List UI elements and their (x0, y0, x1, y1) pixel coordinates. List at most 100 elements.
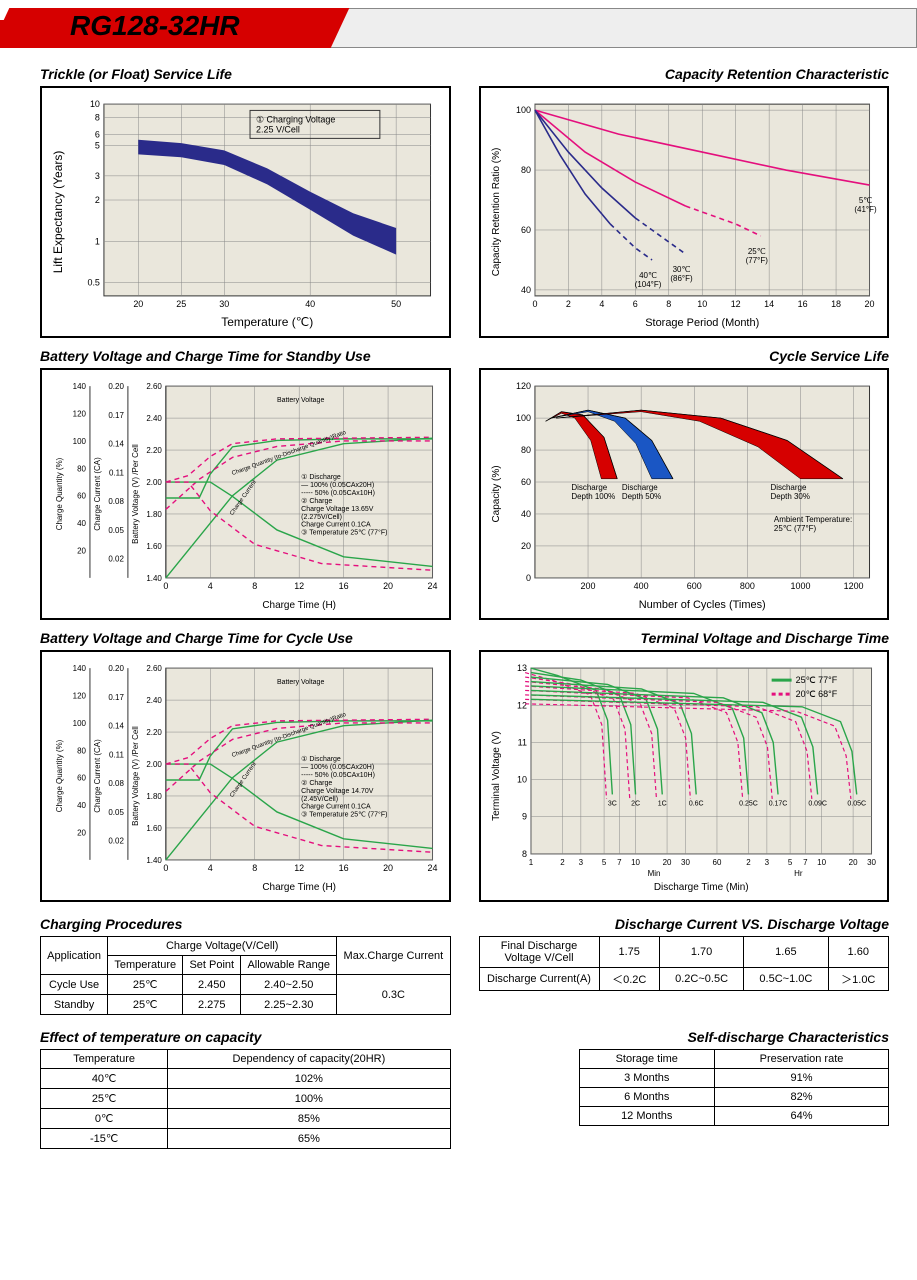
svg-text:100: 100 (515, 105, 530, 115)
svg-text:40: 40 (520, 285, 530, 295)
temp-cap-title: Effect of temperature on capacity (40, 1029, 451, 1045)
trickle-title: Trickle (or Float) Service Life (40, 66, 451, 82)
svg-text:100: 100 (515, 413, 530, 423)
svg-text:Storage Period (Month): Storage Period (Month) (645, 317, 759, 329)
standby-chart: 048121620241.401.601.802.002.202.402.600… (40, 368, 451, 620)
svg-text:2C: 2C (631, 801, 640, 808)
svg-text:Capacity Retention Ratio (%): Capacity Retention Ratio (%) (490, 148, 501, 277)
svg-text:0.11: 0.11 (109, 468, 124, 477)
svg-text:0.25C: 0.25C (739, 801, 758, 808)
svg-text:40: 40 (77, 801, 86, 810)
svg-text:0.11: 0.11 (109, 750, 124, 759)
svg-text:Min: Min (647, 869, 660, 878)
svg-text:0.02: 0.02 (108, 555, 124, 564)
svg-text:0.08: 0.08 (108, 497, 124, 506)
svg-text:12: 12 (294, 581, 304, 591)
svg-text:0.6C: 0.6C (688, 801, 703, 808)
svg-text:DischargeDepth 50%: DischargeDepth 50% (621, 483, 660, 501)
svg-text:20: 20 (864, 299, 874, 309)
svg-text:12: 12 (730, 299, 740, 309)
svg-text:60: 60 (520, 225, 530, 235)
svg-text:30: 30 (681, 858, 690, 867)
svg-text:Battery Voltage: Battery Voltage (277, 397, 324, 404)
standby-title: Battery Voltage and Charge Time for Stan… (40, 348, 451, 364)
model-title: RG128-32HR (70, 10, 240, 42)
svg-text:3: 3 (764, 858, 769, 867)
svg-text:0.17C: 0.17C (768, 801, 787, 808)
svg-text:0.17: 0.17 (108, 693, 124, 702)
cycle-life-title: Cycle Service Life (479, 348, 890, 364)
svg-text:20: 20 (383, 581, 393, 591)
svg-text:10: 10 (90, 99, 100, 109)
svg-text:8: 8 (666, 299, 671, 309)
svg-text:0.02: 0.02 (108, 837, 124, 846)
self-discharge-table: Storage timePreservation rate3 Months91%… (579, 1049, 890, 1126)
svg-text:2.00: 2.00 (146, 478, 162, 487)
svg-text:6: 6 (95, 130, 100, 140)
svg-text:18: 18 (831, 299, 841, 309)
svg-text:0.05: 0.05 (108, 808, 124, 817)
svg-text:0.14: 0.14 (108, 440, 124, 449)
svg-text:2: 2 (560, 858, 565, 867)
svg-text:60: 60 (77, 492, 86, 501)
svg-text:40: 40 (77, 519, 86, 528)
svg-text:12: 12 (516, 700, 526, 710)
svg-text:0: 0 (532, 299, 537, 309)
svg-text:7: 7 (803, 858, 808, 867)
svg-text:20: 20 (662, 858, 671, 867)
svg-text:80: 80 (77, 464, 86, 473)
capret-title: Capacity Retention Characteristic (479, 66, 890, 82)
svg-text:11: 11 (517, 737, 526, 747)
svg-text:7: 7 (617, 858, 622, 867)
svg-text:9: 9 (521, 812, 526, 822)
svg-text:16: 16 (339, 581, 349, 591)
svg-text:2: 2 (746, 858, 751, 867)
terminal-chart: 891011121312357102030602357102030MinHr3C… (479, 650, 890, 902)
svg-text:60: 60 (77, 774, 86, 783)
svg-text:10: 10 (697, 299, 707, 309)
svg-text:24: 24 (428, 581, 438, 591)
cycle-charge-chart: 048121620241.401.601.802.002.202.402.600… (40, 650, 451, 902)
svg-text:8: 8 (521, 849, 526, 859)
svg-text:4: 4 (208, 581, 213, 591)
svg-text:8: 8 (252, 863, 257, 873)
discharge-vs-title: Discharge Current VS. Discharge Voltage (479, 916, 890, 932)
svg-text:1.60: 1.60 (146, 542, 162, 551)
svg-text:2.20: 2.20 (146, 446, 162, 455)
svg-text:80: 80 (77, 746, 86, 755)
svg-text:Charge Quantity (%): Charge Quantity (%) (55, 739, 64, 812)
charging-proc-title: Charging Procedures (40, 916, 451, 932)
svg-text:8: 8 (95, 112, 100, 122)
svg-text:30: 30 (219, 299, 229, 309)
svg-text:5: 5 (601, 858, 606, 867)
svg-text:40: 40 (305, 299, 315, 309)
svg-text:60: 60 (520, 477, 530, 487)
capret-chart: 024681012141618204060801005℃(41°F)25℃(77… (479, 86, 890, 338)
svg-text:3: 3 (578, 858, 583, 867)
svg-text:Discharge Time (Min): Discharge Time (Min) (653, 882, 748, 893)
temp-cap-table: TemperatureDependency of capacity(20HR)4… (40, 1049, 451, 1149)
svg-text:1.40: 1.40 (146, 574, 162, 583)
svg-text:Charge Current (CA): Charge Current (CA) (93, 739, 102, 813)
svg-text:80: 80 (520, 165, 530, 175)
trickle-chart: 20253040500.512356810Temperature (℃)Lift… (40, 86, 451, 338)
svg-text:12: 12 (294, 863, 304, 873)
discharge-vs-table: Final Discharge Voltage V/Cell1.751.701.… (479, 936, 890, 991)
svg-text:0.05C: 0.05C (847, 801, 866, 808)
svg-text:120: 120 (515, 381, 530, 391)
svg-text:120: 120 (73, 692, 87, 701)
svg-text:2: 2 (565, 299, 570, 309)
svg-text:30: 30 (867, 858, 876, 867)
svg-text:14: 14 (764, 299, 774, 309)
svg-text:Hr: Hr (794, 869, 803, 878)
svg-text:20: 20 (383, 863, 393, 873)
svg-text:100: 100 (73, 437, 87, 446)
svg-text:0.5: 0.5 (87, 278, 99, 288)
svg-text:10: 10 (817, 858, 826, 867)
svg-text:140: 140 (73, 382, 87, 391)
charging-proc-table: ApplicationCharge Voltage(V/Cell)Max.Cha… (40, 936, 451, 1015)
svg-text:Capacity (%): Capacity (%) (490, 465, 501, 522)
svg-text:6: 6 (632, 299, 637, 309)
svg-text:5: 5 (95, 140, 100, 150)
svg-text:2: 2 (95, 195, 100, 205)
